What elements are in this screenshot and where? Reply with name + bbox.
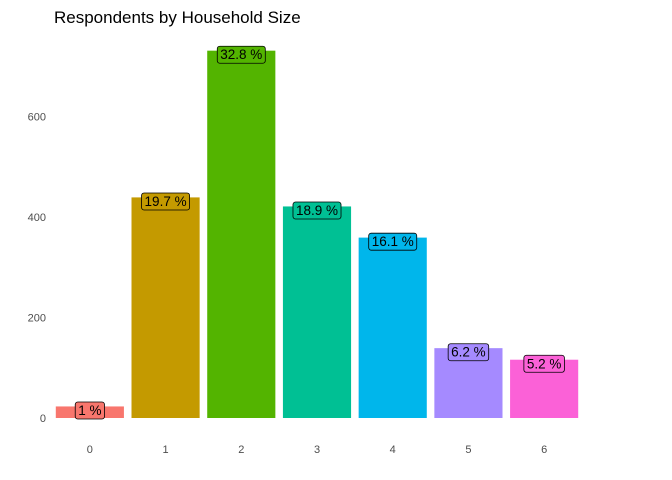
chart-title: Respondents by Household Size bbox=[54, 8, 301, 27]
data-label-0: 1 % bbox=[74, 401, 105, 420]
data-label-box bbox=[74, 401, 105, 420]
data-label-1: 19.7 % bbox=[141, 192, 190, 211]
bar-2 bbox=[207, 50, 276, 419]
x-tick-label: 6 bbox=[541, 444, 547, 456]
x-tick-label: 3 bbox=[314, 444, 320, 456]
data-label-box bbox=[368, 232, 418, 251]
data-label-text: 1 % bbox=[78, 403, 101, 418]
x-tick-label: 2 bbox=[238, 444, 244, 456]
bar-4 bbox=[358, 237, 427, 418]
bar-1 bbox=[131, 197, 200, 418]
x-tick-label: 0 bbox=[87, 444, 93, 456]
x-tick-label: 5 bbox=[465, 444, 471, 456]
data-label-5: 6.2 % bbox=[447, 343, 490, 362]
y-tick-label: 200 bbox=[28, 313, 46, 325]
y-tick-label: 0 bbox=[40, 413, 46, 425]
y-tick-label: 600 bbox=[28, 112, 46, 124]
bars bbox=[55, 50, 579, 419]
bar-3 bbox=[282, 206, 352, 418]
data-label-4: 16.1 % bbox=[368, 232, 418, 251]
data-label-text: 16.1 % bbox=[372, 234, 414, 249]
y-axis: 0 200 400 600 bbox=[28, 112, 46, 426]
data-label-box bbox=[216, 45, 266, 64]
data-label-box bbox=[141, 192, 190, 211]
data-label-text: 19.7 % bbox=[145, 194, 187, 209]
data-label-6: 5.2 % bbox=[523, 354, 565, 373]
data-label-3: 18.9 % bbox=[292, 201, 342, 220]
data-label-box bbox=[447, 343, 490, 362]
data-labels: 1 % 19.7 % 32.8 % 18.9 % 16.1 % 6.2 % 5.2 % bbox=[74, 45, 565, 420]
data-label-box bbox=[523, 354, 565, 373]
data-label-text: 32.8 % bbox=[220, 47, 262, 62]
y-tick-label: 400 bbox=[28, 212, 46, 224]
data-label-2: 32.8 % bbox=[216, 45, 266, 64]
data-label-text: 5.2 % bbox=[527, 356, 562, 371]
data-label-text: 6.2 % bbox=[451, 345, 486, 360]
data-label-box bbox=[292, 201, 342, 220]
x-axis: 0 1 2 3 4 5 6 bbox=[87, 444, 547, 456]
data-label-text: 18.9 % bbox=[296, 203, 338, 218]
x-tick-label: 1 bbox=[163, 444, 169, 456]
x-tick-label: 4 bbox=[390, 444, 396, 456]
